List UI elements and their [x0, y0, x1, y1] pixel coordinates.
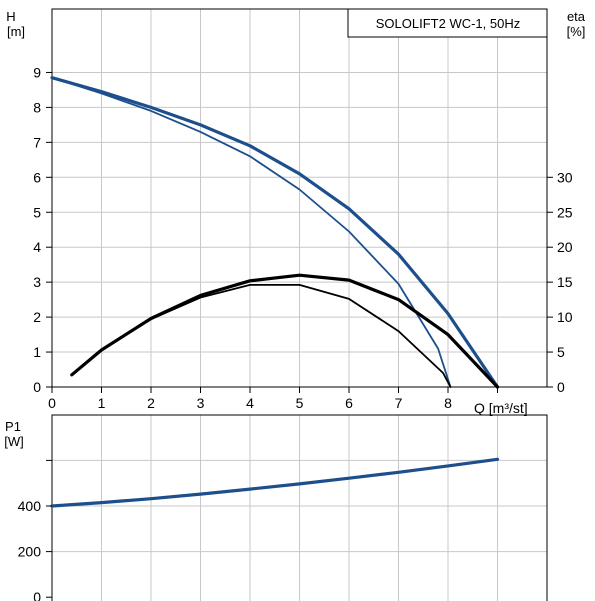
y-left-tick-label: 2 [33, 309, 41, 325]
x-tick-label: 3 [197, 395, 205, 411]
head-curve-thin [51, 76, 452, 388]
x-axis-label: Q [m³/st] [474, 400, 528, 416]
y-left-tick-label: 0 [33, 379, 41, 395]
y-right-unit: [%] [567, 24, 586, 39]
p1-unit: [W] [4, 434, 24, 449]
y-left-tick-label: 1 [33, 344, 41, 360]
x-tick-label: 7 [395, 395, 403, 411]
efficiency-curve-thick [70, 273, 500, 389]
y-left-tick-label: 9 [33, 64, 41, 80]
y-left-tick-label: 5 [33, 204, 41, 220]
x-tick-label: 8 [444, 395, 452, 411]
x-tick-label: 1 [98, 395, 106, 411]
y-right-symbol: eta [567, 9, 586, 24]
head-efficiency-plot: 0 1 2 3 4 5 6 7 8 0 1 2 3 4 5 6 7 8 9 0 5 10 15 20 25 30 SOLOLIFT… [6, 8, 586, 416]
y-left-tick-label: 3 [33, 274, 41, 290]
y-left-tick-label: 6 [33, 169, 41, 185]
title-box [347, 8, 548, 38]
x-tick-label: 0 [48, 395, 56, 411]
y-left-unit: [m] [7, 24, 25, 39]
y-left-symbol: H [6, 9, 15, 24]
chart-title: SOLOLIFT2 WC-1, 50Hz [376, 16, 520, 31]
power-plot: 0 200 400 P1 [W] [4, 414, 548, 601]
x-tick-label: 4 [246, 395, 254, 411]
efficiency-curve-thin [70, 283, 452, 388]
y-right-tick-label: 25 [557, 204, 573, 220]
x-tick-label: 2 [147, 395, 155, 411]
y-right-tick-label: 15 [557, 274, 573, 290]
y-right-tick-label: 10 [557, 309, 573, 325]
p1-tick-label: 400 [18, 498, 42, 514]
y-left-tick-label: 8 [33, 99, 41, 115]
p1-symbol: P1 [5, 419, 21, 434]
y-left-tick-label: 7 [33, 134, 41, 150]
head-curve-thick [50, 76, 500, 389]
y-right-tick-label: 20 [557, 239, 573, 255]
y-left-tick-label: 4 [33, 239, 41, 255]
x-tick-label: 6 [345, 395, 353, 411]
p1-tick-label: 0 [33, 589, 41, 601]
x-tick-label: 5 [296, 395, 304, 411]
p1-tick-label: 200 [18, 544, 42, 560]
y-right-tick-label: 0 [557, 379, 565, 395]
y-right-tick-label: 5 [557, 344, 565, 360]
bottom-plot-frame [51, 414, 548, 601]
y-right-tick-label: 30 [557, 169, 573, 185]
power-curve [50, 457, 500, 508]
